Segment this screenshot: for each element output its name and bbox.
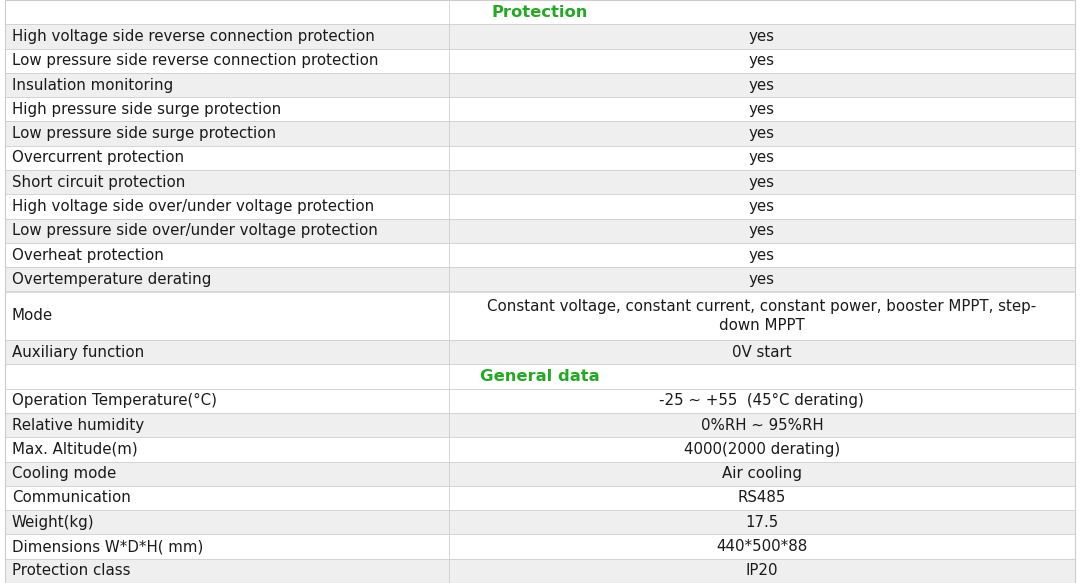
Bar	[5, 219, 449, 243]
Text: Air cooling: Air cooling	[721, 466, 801, 481]
Bar	[5, 389, 449, 413]
Text: General data: General data	[481, 369, 599, 384]
Text: Max. Altitude(m): Max. Altitude(m)	[12, 442, 137, 457]
Text: High voltage side over/under voltage protection: High voltage side over/under voltage pro…	[12, 199, 374, 214]
Text: Protection: Protection	[491, 5, 589, 20]
Text: yes: yes	[748, 126, 774, 141]
Bar	[5, 0, 1075, 24]
Bar	[5, 486, 449, 510]
Text: Operation Temperature(°C): Operation Temperature(°C)	[12, 394, 217, 408]
Bar	[5, 340, 449, 364]
Text: Constant voltage, constant current, constant power, booster MPPT, step-
down MPP: Constant voltage, constant current, cons…	[487, 299, 1037, 332]
Bar	[5, 24, 449, 48]
Bar	[5, 97, 449, 121]
Bar	[5, 364, 1075, 389]
Text: Cooling mode: Cooling mode	[12, 466, 117, 481]
Bar	[5, 243, 449, 267]
Bar	[449, 559, 1075, 583]
Text: Protection class: Protection class	[12, 563, 131, 578]
Text: yes: yes	[748, 78, 774, 93]
Bar	[5, 170, 449, 194]
Text: Short circuit protection: Short circuit protection	[12, 175, 186, 189]
Bar	[449, 340, 1075, 364]
Text: yes: yes	[748, 53, 774, 68]
Text: 0V start: 0V start	[732, 345, 792, 360]
Text: IP20: IP20	[745, 563, 778, 578]
Text: 440*500*88: 440*500*88	[716, 539, 808, 554]
Bar	[449, 146, 1075, 170]
Bar	[449, 535, 1075, 559]
Text: Mode: Mode	[12, 308, 53, 324]
Text: High pressure side surge protection: High pressure side surge protection	[12, 102, 281, 117]
Text: Auxiliary function: Auxiliary function	[12, 345, 144, 360]
Bar	[449, 219, 1075, 243]
Bar	[5, 73, 449, 97]
Bar	[449, 243, 1075, 267]
Text: 0%RH ∼ 95%RH: 0%RH ∼ 95%RH	[701, 417, 823, 433]
Bar	[449, 170, 1075, 194]
Text: Insulation monitoring: Insulation monitoring	[12, 78, 173, 93]
Text: yes: yes	[748, 199, 774, 214]
Bar	[449, 486, 1075, 510]
Bar	[5, 48, 449, 73]
Bar	[5, 462, 449, 486]
Text: Communication: Communication	[12, 490, 131, 505]
Text: 4000(2000 derating): 4000(2000 derating)	[684, 442, 840, 457]
Bar	[5, 292, 449, 340]
Bar	[449, 292, 1075, 340]
Text: Relative humidity: Relative humidity	[12, 417, 144, 433]
Text: yes: yes	[748, 150, 774, 166]
Bar	[449, 194, 1075, 219]
Bar	[449, 437, 1075, 462]
Text: RS485: RS485	[738, 490, 786, 505]
Bar	[5, 535, 449, 559]
Text: yes: yes	[748, 223, 774, 238]
Bar	[5, 146, 449, 170]
Text: yes: yes	[748, 102, 774, 117]
Bar	[5, 267, 449, 292]
Bar	[449, 413, 1075, 437]
Bar	[449, 73, 1075, 97]
Bar	[5, 559, 449, 583]
Text: -25 ∼ +55  (45°C derating): -25 ∼ +55 (45°C derating)	[660, 394, 864, 408]
Text: High voltage side reverse connection protection: High voltage side reverse connection pro…	[12, 29, 375, 44]
Bar	[449, 97, 1075, 121]
Bar	[449, 48, 1075, 73]
Bar	[449, 389, 1075, 413]
Text: Overheat protection: Overheat protection	[12, 248, 164, 262]
Bar	[449, 121, 1075, 146]
Bar	[449, 462, 1075, 486]
Text: yes: yes	[748, 248, 774, 262]
Text: Weight(kg): Weight(kg)	[12, 515, 95, 530]
Bar	[449, 24, 1075, 48]
Text: Low pressure side surge protection: Low pressure side surge protection	[12, 126, 276, 141]
Text: yes: yes	[748, 175, 774, 189]
Text: Low pressure side reverse connection protection: Low pressure side reverse connection pro…	[12, 53, 378, 68]
Text: 17.5: 17.5	[745, 515, 779, 530]
Bar	[5, 121, 449, 146]
Text: Overtemperature derating: Overtemperature derating	[12, 272, 212, 287]
Bar	[5, 194, 449, 219]
Text: Overcurrent protection: Overcurrent protection	[12, 150, 184, 166]
Bar	[5, 437, 449, 462]
Text: Dimensions W*D*H( mm): Dimensions W*D*H( mm)	[12, 539, 203, 554]
Text: yes: yes	[748, 272, 774, 287]
Bar	[5, 510, 449, 535]
Bar	[449, 267, 1075, 292]
Bar	[449, 510, 1075, 535]
Bar	[5, 413, 449, 437]
Text: Low pressure side over/under voltage protection: Low pressure side over/under voltage pro…	[12, 223, 378, 238]
Text: yes: yes	[748, 29, 774, 44]
